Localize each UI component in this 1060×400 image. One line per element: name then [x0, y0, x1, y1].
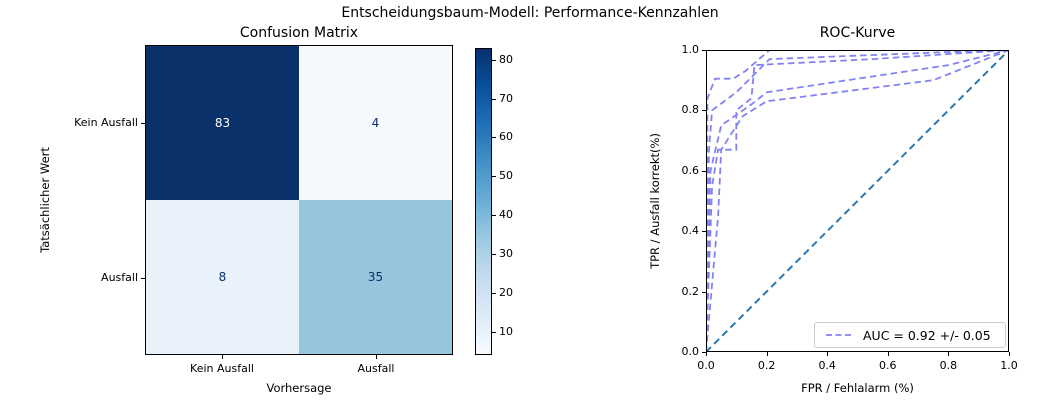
colorbar-tick-label: 60 — [499, 130, 513, 144]
roc-xlabel: FPR / Fehlalarm (%) — [801, 381, 914, 395]
colorbar-tick-mark — [492, 98, 496, 100]
colorbar-tick-label: 20 — [499, 285, 513, 299]
roc-ytick-mark — [702, 231, 706, 233]
roc-ytick-label: 0.8 — [681, 103, 700, 117]
colorbar-tick-mark — [492, 215, 496, 217]
roc-ytick-label: 0.6 — [681, 163, 700, 177]
colorbar-tick-label: 50 — [499, 169, 513, 183]
roc-xtick-mark — [766, 352, 768, 356]
roc-xtick-label: 0.6 — [879, 359, 897, 372]
roc-ytick-mark — [702, 352, 706, 353]
roc-xtick-label: 0.0 — [697, 359, 715, 372]
roc-xtick-mark — [1009, 352, 1010, 356]
colorbar-tick-label: 30 — [499, 246, 513, 260]
confusion-matrix-ylabel: Tatsächlicher Wert — [38, 147, 52, 253]
confusion-matrix-xlabel: Vorhersage — [266, 381, 332, 395]
colorbar-tick-mark — [492, 59, 496, 61]
roc-ylabel: TPR / Ausfall korrekt(%) — [648, 133, 662, 269]
roc-diagonal-reference-line — [706, 50, 1009, 352]
figure-suptitle: Entscheidungsbaum-Modell: Performance-Ke… — [341, 5, 719, 21]
cm-ytick-mark — [141, 277, 145, 279]
cm-xtick-mark — [222, 355, 223, 359]
cm-xtick-mark — [376, 355, 377, 359]
roc-xtick-label: 1.0 — [1000, 359, 1018, 372]
colorbar-tick-mark — [492, 331, 496, 333]
roc-curve-fold-4 — [706, 50, 1009, 352]
roc-ytick-mark — [702, 170, 706, 172]
colorbar-tick-mark — [492, 176, 496, 178]
roc-xtick-mark — [827, 352, 829, 356]
roc-curve-fold-5 — [706, 50, 1009, 352]
roc-axes-frame — [706, 50, 1009, 352]
roc-xtick-label: 0.2 — [757, 359, 776, 372]
colorbar-tick-mark — [492, 137, 496, 139]
roc-xtick-mark — [948, 352, 950, 356]
roc-xtick-label: 0.4 — [818, 359, 836, 372]
roc-legend-label: AUC = 0.92 +/- 0.05 — [863, 327, 991, 343]
roc-xtick-mark — [706, 352, 707, 356]
confusion-matrix-plot: 83 4 8 35 — [145, 45, 453, 355]
roc-xtick-label: 0.8 — [939, 359, 958, 372]
cm-xtick-label: Ausfall — [357, 362, 395, 375]
cm-xtick-label: Kein Ausfall — [190, 362, 254, 375]
colorbar-tick-mark — [492, 253, 496, 255]
roc-ytick-mark — [702, 50, 706, 51]
matrix-cell-0-1: 4 — [299, 46, 452, 200]
matrix-cell-1-0: 8 — [146, 200, 299, 354]
colorbar-tick-label: 40 — [499, 208, 513, 222]
matrix-cell-1-1: 35 — [299, 200, 452, 354]
cm-ytick-label: Ausfall — [101, 270, 138, 284]
roc-curve-fold-2 — [706, 50, 1009, 352]
roc-ytick-mark — [702, 291, 706, 293]
roc-legend: AUC = 0.92 +/- 0.05 — [814, 322, 1006, 348]
cm-ytick-label: Kein Ausfall — [74, 115, 138, 129]
matrix-cell-0-0: 83 — [146, 46, 299, 200]
roc-plot — [706, 50, 1009, 352]
colorbar — [475, 48, 492, 355]
roc-xtick-mark — [887, 352, 889, 356]
roc-ytick-label: 0.4 — [681, 224, 700, 238]
roc-curve-fold-1 — [706, 50, 1009, 352]
roc-curve-fold-3 — [706, 50, 1009, 352]
roc-ytick-label: 0.0 — [681, 345, 700, 358]
cm-ytick-mark — [141, 122, 145, 124]
roc-ytick-label: 0.2 — [681, 284, 700, 298]
confusion-matrix-title: Confusion Matrix — [239, 25, 359, 41]
colorbar-tick-mark — [492, 292, 496, 294]
roc-ytick-mark — [702, 110, 706, 112]
colorbar-tick-label: 70 — [499, 91, 513, 105]
colorbar-tick-label: 10 — [499, 324, 513, 338]
colorbar-tick-label: 80 — [499, 52, 513, 66]
roc-title: ROC-Kurve — [819, 25, 896, 41]
legend-dashed-line-icon — [826, 334, 854, 336]
roc-ytick-label: 1.0 — [681, 43, 700, 56]
